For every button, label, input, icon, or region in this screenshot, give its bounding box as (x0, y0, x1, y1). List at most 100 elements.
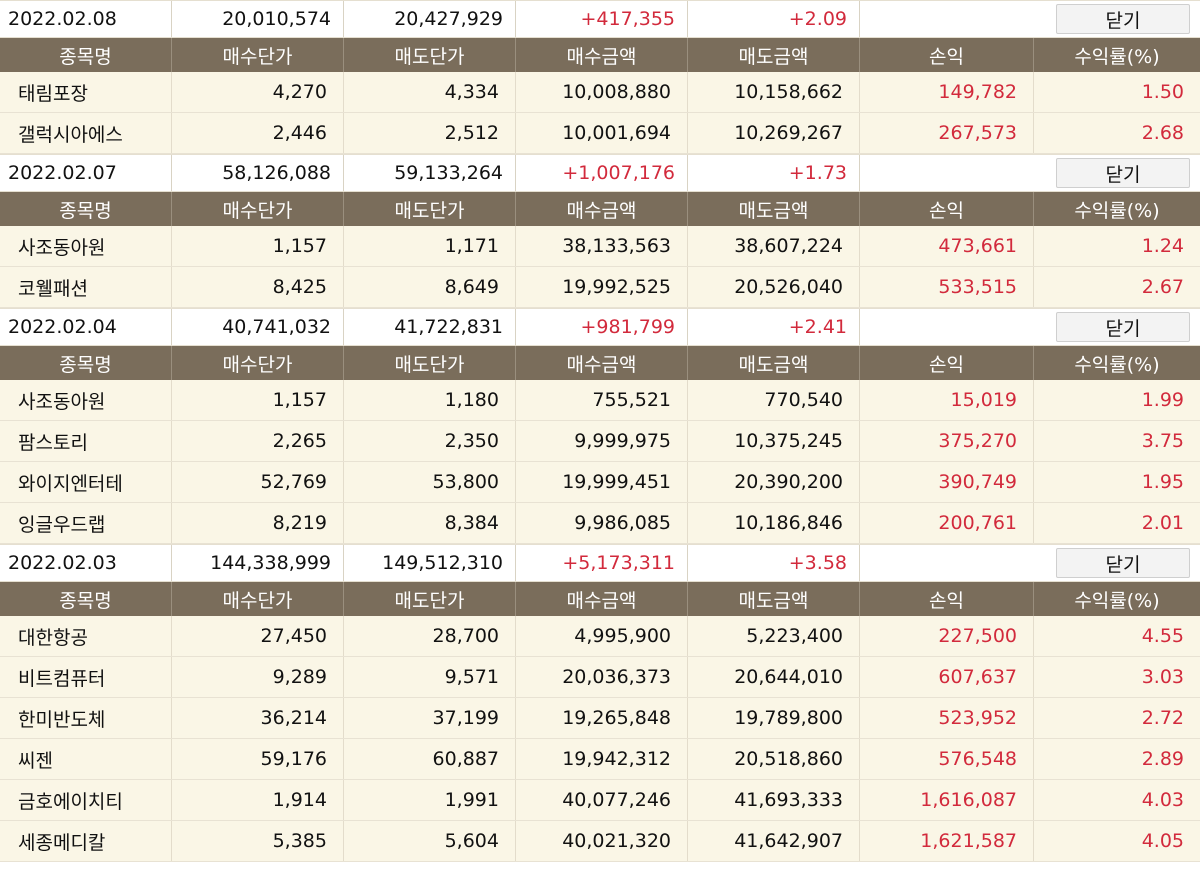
cell-sell-amount: 5,223,400 (688, 616, 860, 656)
cell-sell-price: 2,512 (344, 113, 516, 153)
cell-buy-price: 5,385 (172, 821, 344, 861)
table-header: 종목명 매수단가 매도단가 매수금액 매도금액 손익 수익률(%) (0, 346, 1200, 380)
summary-profit: +5,173,311 (516, 545, 688, 581)
table-row: 비트컴퓨터 9,289 9,571 20,036,373 20,644,010 607,6… (0, 657, 1200, 698)
stock-name-cell[interactable]: 사조동아원 (0, 380, 172, 420)
stock-name-cell[interactable]: 씨젠 (0, 739, 172, 779)
cell-buy-price: 52,769 (172, 462, 344, 502)
cell-profit: 267,573 (860, 113, 1034, 153)
close-button[interactable]: 닫기 (1056, 548, 1190, 578)
cell-sell-price: 4,334 (344, 72, 516, 112)
cell-return-rate: 2.68 (1034, 113, 1200, 153)
cell-profit: 375,270 (860, 421, 1034, 461)
trade-group: 2022.02.03 144,338,999 149,512,310 +5,173,3… (0, 544, 1200, 862)
cell-sell-price: 2,350 (344, 421, 516, 461)
cell-profit: 1,621,587 (860, 821, 1034, 861)
stock-name-cell[interactable]: 사조동아원 (0, 226, 172, 266)
cell-profit: 149,782 (860, 72, 1034, 112)
column-header-sell-price: 매도단가 (344, 346, 516, 380)
cell-return-rate: 1.24 (1034, 226, 1200, 266)
stock-name-cell[interactable]: 대한항공 (0, 616, 172, 656)
stock-name-cell[interactable]: 금호에이치티 (0, 780, 172, 820)
column-header-profit: 손익 (860, 346, 1034, 380)
table-header: 종목명 매수단가 매도단가 매수금액 매도금액 손익 수익률(%) (0, 192, 1200, 226)
trade-group: 2022.02.08 20,010,574 20,427,929 +417,355 +2… (0, 0, 1200, 154)
cell-buy-amount: 40,021,320 (516, 821, 688, 861)
cell-buy-price: 8,219 (172, 503, 344, 543)
trade-history-list: 2022.02.08 20,010,574 20,427,929 +417,355 +2… (0, 0, 1200, 862)
cell-return-rate: 4.05 (1034, 821, 1200, 861)
stock-name-cell[interactable]: 세종메디칼 (0, 821, 172, 861)
table-header: 종목명 매수단가 매도단가 매수금액 매도금액 손익 수익률(%) (0, 582, 1200, 616)
cell-buy-amount: 755,521 (516, 380, 688, 420)
stock-name-cell[interactable]: 갤럭시아에스 (0, 113, 172, 153)
column-header-buy-amount: 매수금액 (516, 192, 688, 226)
close-button[interactable]: 닫기 (1056, 312, 1190, 342)
stock-name-cell[interactable]: 와이지엔터테 (0, 462, 172, 502)
column-header-return-rate: 수익률(%) (1074, 589, 1160, 612)
column-header-buy-price: 매수단가 (172, 38, 344, 72)
cell-buy-amount: 20,036,373 (516, 657, 688, 697)
table-row: 씨젠 59,176 60,887 19,942,312 20,518,860 576,54… (0, 739, 1200, 780)
column-header-return-rate: 수익률(%) (1074, 45, 1160, 68)
cell-buy-price: 2,446 (172, 113, 344, 153)
column-header-sell-price: 매도단가 (344, 38, 516, 72)
cell-sell-price: 8,384 (344, 503, 516, 543)
cell-sell-amount: 20,644,010 (688, 657, 860, 697)
stock-name-cell[interactable]: 코웰패션 (0, 267, 172, 307)
stock-name-cell[interactable]: 비트컴퓨터 (0, 657, 172, 697)
cell-buy-amount: 4,995,900 (516, 616, 688, 656)
summary-profit: +981,799 (516, 309, 688, 345)
column-header-buy-amount: 매수금액 (516, 346, 688, 380)
table-row: 갤럭시아에스 2,446 2,512 10,001,694 10,269,267 267,… (0, 113, 1200, 154)
cell-sell-price: 1,991 (344, 780, 516, 820)
table-row: 한미반도체 36,214 37,199 19,265,848 19,789,800 523… (0, 698, 1200, 739)
summary-row: 2022.02.03 144,338,999 149,512,310 +5,173,3… (0, 544, 1200, 582)
cell-sell-price: 9,571 (344, 657, 516, 697)
cell-profit: 523,952 (860, 698, 1034, 738)
column-header-buy-amount: 매수금액 (516, 38, 688, 72)
table-row: 세종메디칼 5,385 5,604 40,021,320 41,642,907 1,621… (0, 821, 1200, 862)
close-button-cell: 닫기 (1034, 545, 1200, 581)
cell-sell-price: 53,800 (344, 462, 516, 502)
cell-buy-amount: 9,999,975 (516, 421, 688, 461)
cell-buy-amount: 19,999,451 (516, 462, 688, 502)
column-header-sell-price: 매도단가 (344, 582, 516, 616)
cell-sell-amount: 41,642,907 (688, 821, 860, 861)
column-header-buy-price: 매수단가 (172, 346, 344, 380)
table-header: 종목명 매수단가 매도단가 매수금액 매도금액 손익 수익률(%) (0, 38, 1200, 72)
summary-rate: +2.41 (688, 309, 860, 345)
cell-buy-price: 59,176 (172, 739, 344, 779)
close-button[interactable]: 닫기 (1056, 4, 1190, 34)
column-header-stock-name: 종목명 (0, 38, 172, 72)
cell-return-rate: 2.72 (1034, 698, 1200, 738)
stock-name-cell[interactable]: 잉글우드랩 (0, 503, 172, 543)
cell-buy-price: 9,289 (172, 657, 344, 697)
cell-buy-amount: 19,992,525 (516, 267, 688, 307)
stock-name-cell[interactable]: 태림포장 (0, 72, 172, 112)
cell-sell-amount: 38,607,224 (688, 226, 860, 266)
cell-buy-amount: 10,001,694 (516, 113, 688, 153)
column-header-sell-price: 매도단가 (344, 192, 516, 226)
cell-return-rate: 3.03 (1034, 657, 1200, 697)
summary-buy-total: 144,338,999 (172, 545, 344, 581)
summary-sell-total: 41,722,831 (344, 309, 516, 345)
cell-buy-price: 1,157 (172, 380, 344, 420)
column-header-stock-name: 종목명 (0, 192, 172, 226)
summary-buy-total: 58,126,088 (172, 155, 344, 191)
cell-profit: 1,616,087 (860, 780, 1034, 820)
column-header-profit: 손익 (860, 38, 1034, 72)
close-button[interactable]: 닫기 (1056, 158, 1190, 188)
cell-sell-amount: 10,186,846 (688, 503, 860, 543)
summary-blank (860, 1, 1034, 37)
table-row: 사조동아원 1,157 1,180 755,521 770,540 15,019 1.99 (0, 380, 1200, 421)
table-row: 태림포장 4,270 4,334 10,008,880 10,158,662 149,78… (0, 72, 1200, 113)
cell-profit: 533,515 (860, 267, 1034, 307)
summary-date: 2022.02.04 (0, 309, 172, 345)
summary-date: 2022.02.07 (0, 155, 172, 191)
stock-name-cell[interactable]: 팜스토리 (0, 421, 172, 461)
stock-name-cell[interactable]: 한미반도체 (0, 698, 172, 738)
summary-sell-total: 59,133,264 (344, 155, 516, 191)
column-header-buy-amount: 매수금액 (516, 582, 688, 616)
column-header-profit: 손익 (860, 582, 1034, 616)
